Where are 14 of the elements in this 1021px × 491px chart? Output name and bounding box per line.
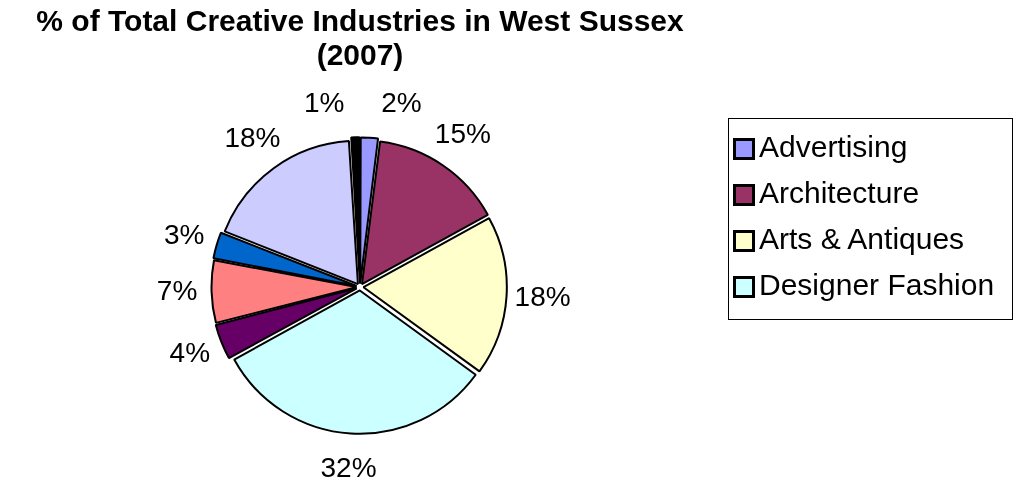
legend-label: Architecture (759, 175, 920, 211)
data-label: 1% (304, 86, 345, 118)
data-label: 2% (381, 87, 422, 119)
data-label: 4% (169, 337, 211, 369)
data-label: 18% (514, 281, 571, 313)
legend-label: Arts & Antiques (759, 221, 965, 257)
data-label: 32% (320, 452, 377, 484)
legend-label: Designer Fashion (759, 267, 995, 303)
data-label: 15% (434, 118, 491, 150)
chart-title: % of Total Creative Industries in West Sussex (2007) (35, 4, 685, 72)
data-label: 7% (156, 275, 198, 307)
data-label: 3% (164, 218, 205, 250)
data-label: 18% (224, 121, 281, 153)
legend-label: Advertising (759, 129, 908, 165)
